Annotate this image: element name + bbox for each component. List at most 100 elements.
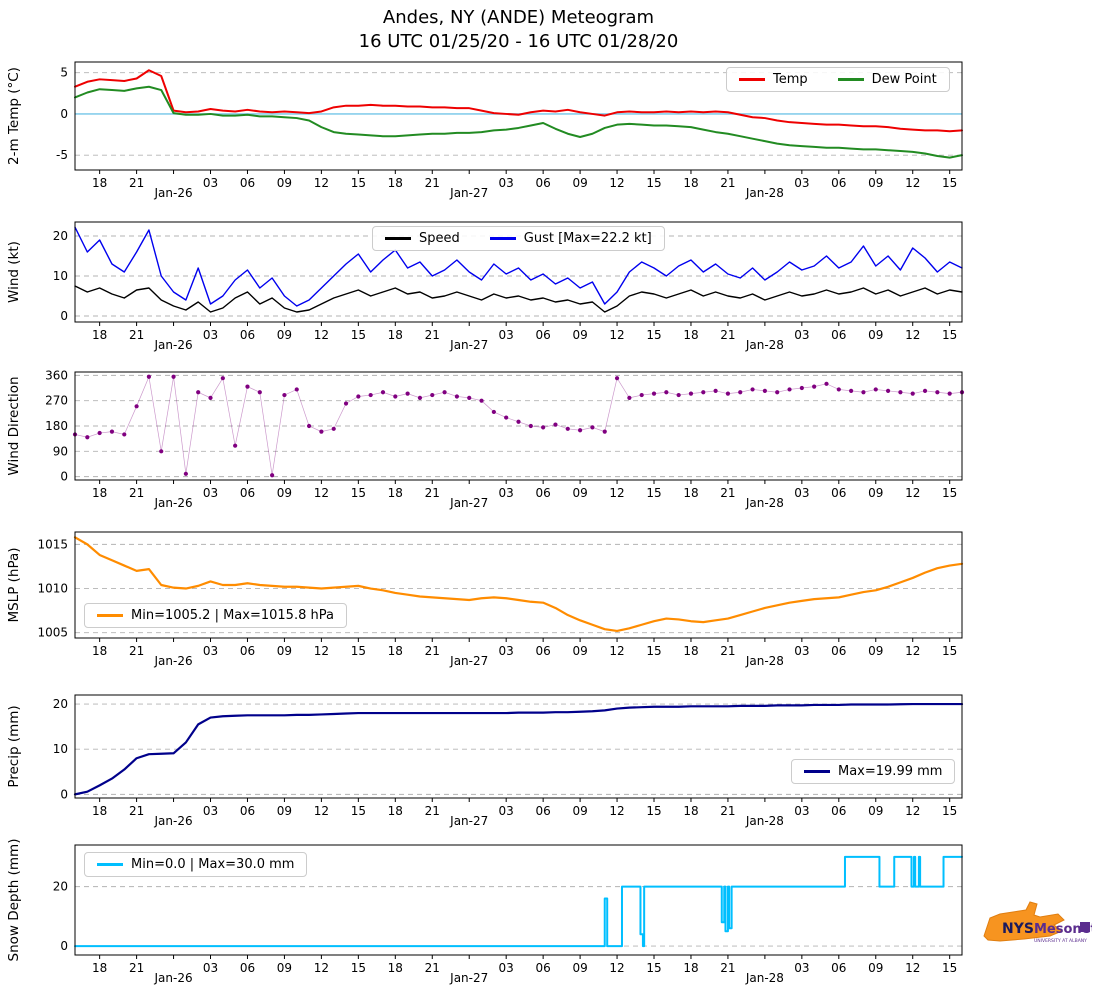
x-tick-label: 18 [388,176,403,190]
wdir-point [824,381,829,386]
x-tick-label: 21 [720,644,735,658]
wdir-point [319,429,324,434]
x-tick-label: 03 [203,804,218,818]
wdir-point [356,394,361,399]
x-tick-label: 21 [425,961,440,975]
x-tick-label: 18 [92,486,107,500]
x-tick-label: 12 [905,176,920,190]
x-tick-label: 03 [499,804,514,818]
wdir-point [688,391,694,396]
wdir-point [885,388,891,393]
x-tick-label: 03 [794,176,809,190]
y-tick-label: 270 [45,394,68,408]
wdir-point [430,392,435,398]
legend-snow-depth: Min=0.0 | Max=30.0 mm [84,852,308,877]
x-tick-label: 12 [609,961,624,975]
y-tick-label: 0 [60,107,68,121]
x-tick-label: 03 [499,644,514,658]
wdir-point [183,471,188,476]
x-tick-label: Jan-27 [449,814,488,828]
x-tick-label: 15 [942,486,957,500]
y-tick-label: 5 [60,66,68,80]
legend-entry-temp: Temp [739,72,808,87]
y-tick-label: 20 [53,880,68,894]
y-tick-label: 10 [53,269,68,283]
x-tick-label: Jan-26 [154,338,193,352]
wdir-point [602,429,607,434]
x-tick-label: 06 [240,176,255,190]
panel-precip: 0 10 20 18 21 Jan-26 03 06 09 12 15 18 21 Jan-27 03 06 0… [6,694,964,828]
wdir-point [122,432,127,437]
y-tick-label: 90 [53,444,68,458]
legend-label-precip: Max=19.99 mm [838,764,943,779]
wdir-point [651,391,657,396]
wdir-point [528,423,533,429]
y-tick-label: -5 [56,148,68,162]
legend-wind: Speed Gust [Max=22.2 kt] [372,226,665,251]
x-tick-label: 12 [905,961,920,975]
y-tick-label: 1010 [37,582,68,596]
x-tick-label: 21 [425,644,440,658]
x-tick-label: 03 [794,486,809,500]
panel-temperature: -5 0 5 18 21 Jan-26 03 06 09 12 15 18 21 Jan-27 03 06 09… [6,61,963,200]
wdir-point [417,395,423,400]
x-tick-label: 06 [535,486,550,500]
wdir-point [701,390,706,395]
wdir-point [725,391,731,396]
x-tick-label: Jan-26 [154,814,193,828]
x-tick-label: 15 [942,644,957,658]
x-tick-label: 15 [646,961,661,975]
wdir-point [750,387,755,392]
panel-wind: 0 10 20 18 21 Jan-26 03 06 09 12 15 18 21 Jan-27 03 06 0… [6,221,963,352]
wdir-point [775,390,780,395]
legend-entry-speed: Speed [385,231,460,246]
panel-border [74,371,963,481]
x-tick-label: 12 [609,486,624,500]
wdir-point [368,392,373,398]
wdir-point [627,395,632,400]
x-tick-label: 12 [609,176,624,190]
x-tick-label: 15 [942,176,957,190]
wdir-point [935,390,940,395]
precip-line-swatch [804,770,830,773]
dewpoint-line [74,85,963,159]
x-tick-label: 12 [609,644,624,658]
logo-mesonet-text: Mesonet [1034,922,1092,937]
x-tick-label: 03 [794,804,809,818]
x-tick-label: 15 [351,644,366,658]
x-tick-label: 18 [683,804,698,818]
x-tick-label: 15 [351,961,366,975]
x-tick-label: 12 [314,176,329,190]
x-tick-label: 09 [277,804,292,818]
wind-speed-line [74,285,963,313]
mslp-line-swatch [97,614,123,617]
panel-mslp: 1005 1010 1015 18 21 Jan-26 03 06 09 12 15 18 21 Jan-… [6,531,964,668]
x-tick-label: 03 [794,961,809,975]
x-tick-label: 06 [240,961,255,975]
wdir-point [541,425,546,430]
y-tick-label: 0 [60,309,68,323]
x-tick-label: 12 [609,328,624,342]
legend-label-dewpoint: Dew Point [871,72,937,87]
wdir-point [159,449,164,454]
x-tick-label: 18 [683,328,698,342]
x-tick-label: 21 [425,176,440,190]
y-axis-label: Precip (mm) [6,705,22,787]
x-tick-label: 06 [831,328,846,342]
legend-entry-precip: Max=19.99 mm [804,764,942,779]
x-tick-label: 15 [351,176,366,190]
x-tick-label: 21 [129,176,144,190]
wdir-point [294,387,299,392]
legend-entry-dewpoint: Dew Point [837,72,937,87]
x-tick-label: 12 [314,804,329,818]
x-tick-label: Jan-27 [449,496,488,510]
x-tick-label: 06 [535,176,550,190]
x-tick-label: 15 [646,176,661,190]
x-tick-label: Jan-26 [154,496,193,510]
x-tick-label: 03 [499,176,514,190]
x-tick-label: Jan-28 [745,971,784,985]
panel-border [74,61,963,171]
snow-depth-line [74,855,963,948]
wind-gust-line [74,226,963,307]
